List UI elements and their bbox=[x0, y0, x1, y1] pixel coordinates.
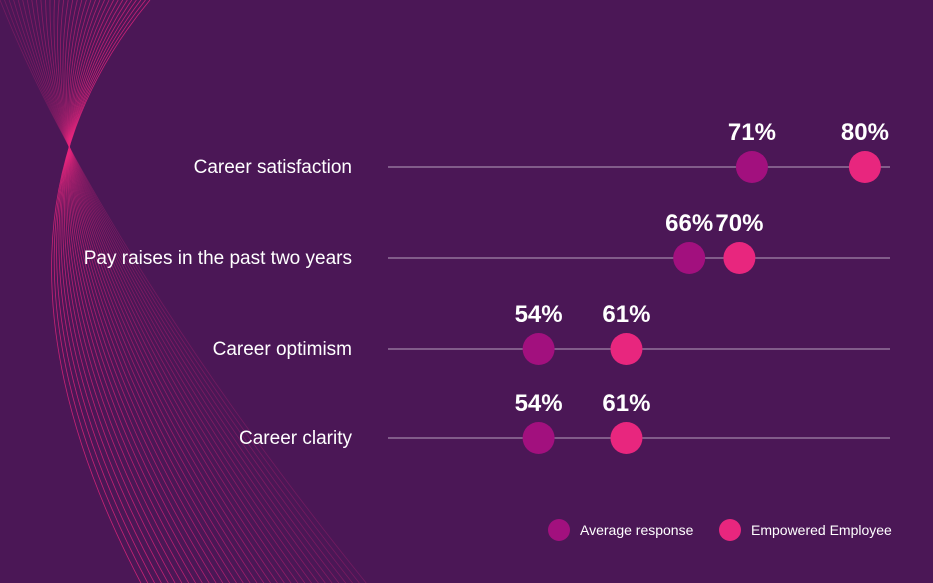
data-label: 54% bbox=[515, 301, 563, 328]
wave-line bbox=[67, 0, 203, 583]
wave-line bbox=[68, 0, 224, 583]
average-response-point bbox=[673, 242, 706, 274]
wave-line bbox=[51, 0, 151, 583]
wave-line bbox=[68, 0, 231, 583]
category-label: Career optimism bbox=[213, 339, 352, 360]
empowered-employee-point bbox=[848, 151, 881, 183]
wave-line bbox=[0, 0, 367, 583]
wave-line bbox=[53, 0, 149, 583]
data-label: 61% bbox=[602, 301, 650, 328]
chart-row: Pay raises in the past two years 66% 70% bbox=[84, 210, 890, 274]
wave-line bbox=[8, 0, 354, 583]
wave-line bbox=[68, 0, 210, 583]
average-response-point bbox=[522, 422, 555, 454]
data-label: 80% bbox=[841, 119, 889, 146]
legend-label: Average response bbox=[580, 522, 694, 538]
wave-line bbox=[68, 0, 217, 583]
category-label: Pay raises in the past two years bbox=[84, 248, 352, 269]
data-label: 66% bbox=[665, 210, 713, 237]
data-label: 54% bbox=[515, 390, 563, 417]
wave-line bbox=[13, 0, 347, 583]
data-label: 61% bbox=[602, 390, 650, 417]
empowered-employee-point bbox=[610, 333, 643, 365]
chart-row: Career satisfaction 71% 80% bbox=[194, 119, 890, 183]
legend-swatch bbox=[548, 519, 570, 541]
wave-line bbox=[64, 0, 258, 583]
wave-line bbox=[65, 0, 190, 583]
wave-line bbox=[68, 0, 238, 583]
category-label: Career clarity bbox=[239, 428, 352, 449]
wave-line bbox=[45, 0, 299, 583]
wave-line bbox=[26, 0, 326, 583]
wave-line bbox=[22, 0, 333, 583]
wave-line bbox=[58, 0, 162, 583]
data-label: 70% bbox=[715, 210, 763, 237]
chart-row: Career clarity 54% 61% bbox=[239, 390, 890, 454]
legend-swatch bbox=[719, 519, 741, 541]
legend-label: Empowered Employee bbox=[751, 522, 892, 538]
wave-line bbox=[62, 0, 265, 583]
empowered-employee-point bbox=[723, 242, 756, 274]
wave-line bbox=[4, 0, 360, 583]
legend-item: Average response bbox=[548, 519, 694, 541]
legend: Average response Empowered Employee bbox=[548, 519, 892, 541]
wave-line bbox=[57, 0, 278, 583]
wave-line bbox=[17, 0, 340, 583]
average-response-point bbox=[735, 151, 768, 183]
wave-line bbox=[36, 0, 313, 583]
wave-line bbox=[56, 0, 156, 583]
average-response-point bbox=[522, 333, 555, 365]
wave-line bbox=[49, 0, 292, 583]
wave-line bbox=[66, 0, 197, 583]
wave-line bbox=[63, 0, 183, 583]
chart-row: Career optimism 54% 61% bbox=[213, 301, 890, 365]
wave-line bbox=[40, 0, 306, 583]
data-label: 71% bbox=[728, 119, 776, 146]
wave-line bbox=[62, 0, 176, 583]
wave-line bbox=[67, 0, 244, 583]
wave-line bbox=[31, 0, 319, 583]
empowered-employee-point bbox=[610, 422, 643, 454]
category-label: Career satisfaction bbox=[194, 157, 352, 178]
wave-line bbox=[53, 0, 285, 583]
wave-line bbox=[66, 0, 251, 583]
wave-line bbox=[60, 0, 272, 583]
legend-item: Empowered Employee bbox=[719, 519, 892, 541]
wave-line bbox=[60, 0, 169, 583]
